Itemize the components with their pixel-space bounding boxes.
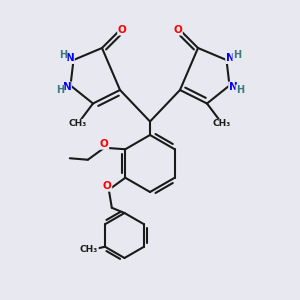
Text: N: N — [65, 53, 74, 64]
Text: O: O — [118, 25, 127, 35]
Text: N: N — [229, 82, 238, 92]
Text: O: O — [100, 139, 109, 149]
Text: CH₃: CH₃ — [69, 119, 87, 128]
Text: H: H — [236, 85, 244, 95]
Text: CH₃: CH₃ — [213, 119, 231, 128]
Text: O: O — [173, 25, 182, 35]
Text: H: H — [56, 85, 64, 95]
Text: N: N — [62, 82, 71, 92]
Text: N: N — [226, 53, 235, 64]
Text: H: H — [233, 50, 241, 61]
Text: H: H — [59, 50, 67, 61]
Text: CH₃: CH₃ — [80, 245, 98, 254]
Text: O: O — [103, 181, 112, 191]
